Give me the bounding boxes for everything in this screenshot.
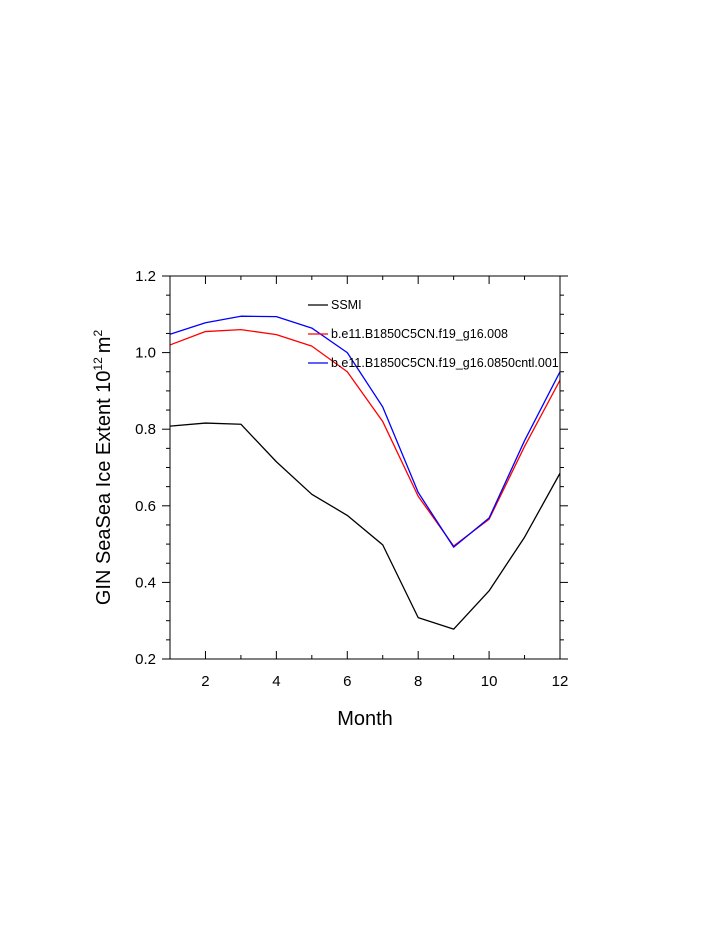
legend-label-3: b.e11.B1850C5CN.f19_g16.0850cntl.001 [331, 356, 559, 370]
y-axis-title-unit-exponent: 2 [91, 330, 105, 337]
series-line-2 [169, 328, 561, 547]
legend-label-1: SSMI [331, 298, 362, 312]
y-tick-label: 1.2 [135, 268, 156, 285]
y-tick-label: 0.2 [135, 651, 156, 668]
x-tick-label: 6 [343, 673, 351, 690]
series-layer [169, 315, 561, 630]
y-tick-label: 0.8 [135, 421, 156, 438]
x-tick-label: 12 [552, 673, 569, 690]
y-axis-title: GIN SeaSea Ice Extent 1012 m2 [91, 330, 115, 606]
x-axis-title: Month [337, 708, 393, 730]
y-tick-label: 1.0 [135, 345, 156, 362]
series-line-3 [169, 315, 561, 548]
series-line-1 [169, 422, 561, 630]
y-axis-title-unit: m [93, 337, 115, 354]
x-tick-label: 10 [481, 673, 498, 690]
x-tick-label: 2 [201, 673, 209, 690]
legend: SSMI b.e11.B1850C5CN.f19_g16.008 b.e11.B18… [308, 298, 559, 370]
legend-label-2: b.e11.B1850C5CN.f19_g16.008 [331, 327, 508, 341]
x-tick-label: 4 [272, 673, 280, 690]
x-tick-label: 8 [414, 673, 422, 690]
y-axis-title-exponent: 12 [91, 357, 105, 371]
y-tick-label: 0.4 [135, 574, 156, 591]
ticks-layer: 2 4 6 8 10 12 0.2 0.4 0.6 0.8 1.0 1.2 [135, 268, 568, 690]
y-axis-title-main: GIN SeaSea Ice Extent 10 [93, 371, 115, 606]
y-tick-label: 0.6 [135, 498, 156, 515]
